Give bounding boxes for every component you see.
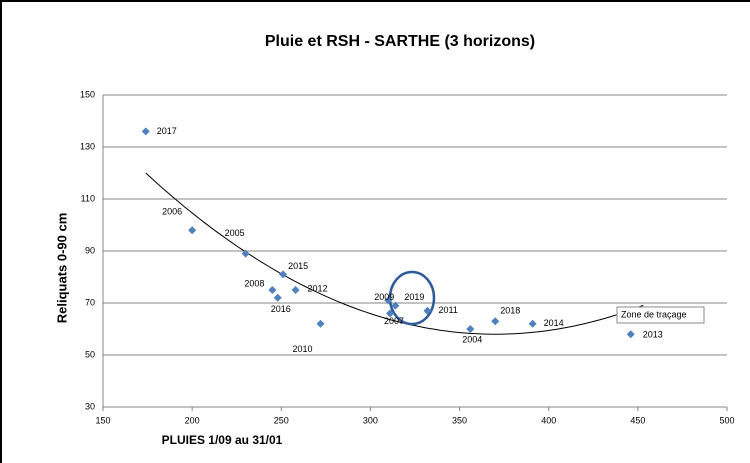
point (626, 330, 635, 339)
points: 2017 2006 2005 2015 2008 2016 2012 2010 2009 2007… (141, 126, 663, 354)
point (273, 293, 282, 302)
point-label: 2015 (288, 261, 308, 271)
x-tick-label: 350 (452, 415, 467, 425)
point-label: 2011 (438, 305, 457, 315)
point-label: 2008 (244, 278, 264, 288)
point-label: 2019 (404, 292, 424, 302)
point-label: 2007 (384, 316, 404, 326)
point (528, 319, 537, 328)
point (491, 317, 500, 326)
point (423, 306, 432, 315)
trendline (145, 172, 644, 335)
x-tick-label: 400 (541, 415, 556, 425)
x-tick-label: 250 (274, 415, 289, 425)
y-tick-label: 30 (85, 401, 95, 411)
point-label: 2014 (544, 318, 564, 328)
grid: 30 50 70 90 110 130 150 150 200 250 300 350 400 450 50… (80, 89, 735, 425)
chart-title: Pluie et RSH - SARTHE (3 horizons) (265, 33, 535, 50)
point (268, 286, 277, 294)
x-tick-label: 450 (630, 415, 645, 425)
point (141, 127, 150, 136)
point (386, 309, 395, 318)
point-label: 2006 (162, 207, 182, 217)
point (241, 249, 250, 258)
y-tick-label: 130 (80, 141, 95, 151)
x-tick-label: 500 (719, 415, 734, 425)
point (384, 296, 393, 305)
point (466, 325, 475, 333)
point-label: 2005 (225, 228, 245, 238)
x-tick-label: 200 (185, 415, 200, 425)
y-axis-label: Reliquats 0-90 cm (54, 213, 69, 324)
point (316, 319, 325, 328)
highlight-circle (388, 270, 436, 326)
point-label: 2012 (308, 283, 328, 293)
point-label: 2016 (271, 304, 291, 314)
tooltip-box (616, 306, 705, 324)
point-label: 2009 (374, 292, 394, 302)
point (391, 301, 400, 310)
tooltip: Zone de traçage (621, 309, 687, 319)
y-tick-label: 90 (85, 245, 95, 255)
y-tick-label: 50 (85, 349, 95, 359)
y-tick-label: 70 (85, 297, 95, 307)
point (291, 286, 300, 294)
x-axis-label: PLUIES 1/09 au 31/01 (162, 433, 283, 447)
y-tick-label: 110 (81, 193, 95, 203)
point-label: 2018 (500, 306, 520, 316)
point (279, 270, 288, 279)
point-label: 2013 (643, 330, 663, 340)
point-label: 2004 (462, 334, 482, 344)
x-tick-label: 300 (363, 415, 378, 425)
point-label: 2010 (293, 344, 313, 354)
y-tick-label: 150 (80, 89, 95, 99)
x-tick-label: 150 (95, 415, 110, 425)
point-label: 2017 (157, 126, 177, 136)
point (188, 226, 197, 235)
